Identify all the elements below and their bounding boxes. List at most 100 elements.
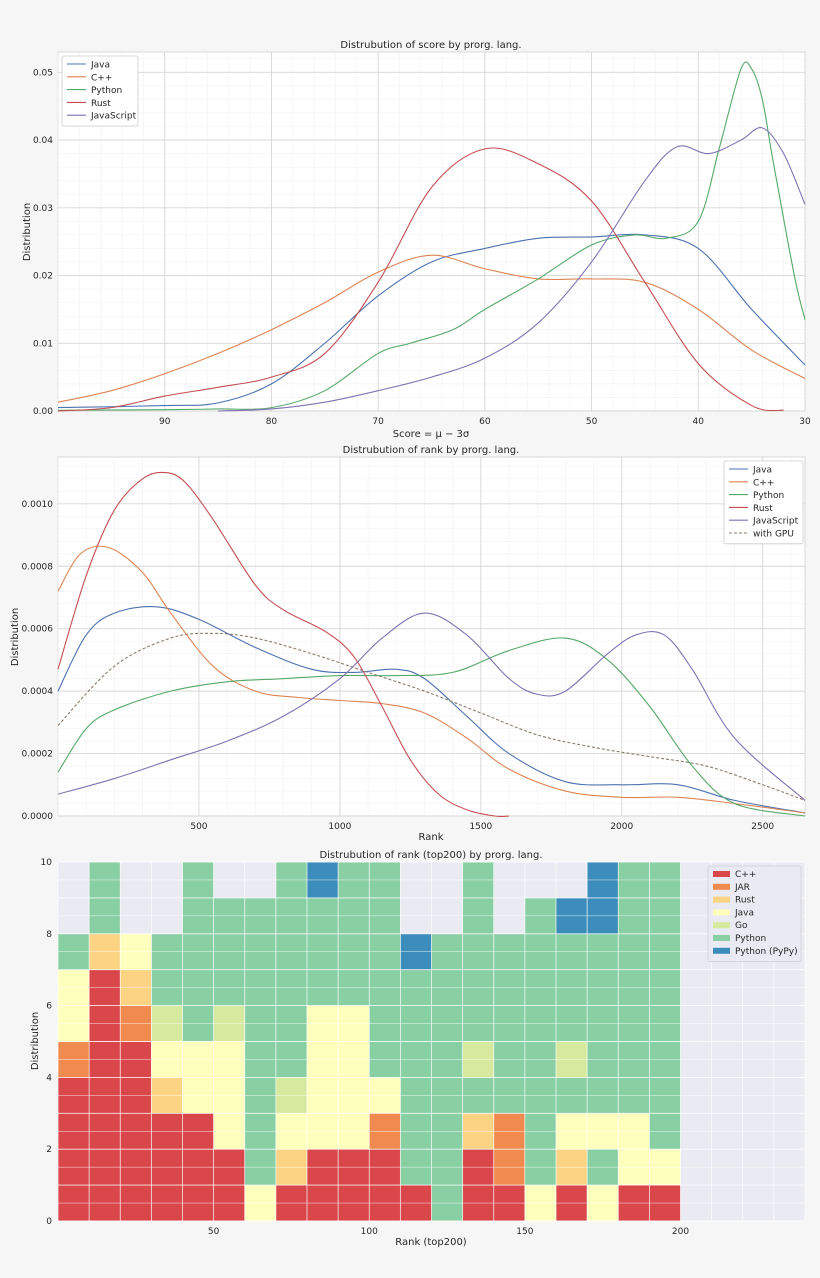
chart-score-x-ticks: 90 80 70 60 50 40 30: [159, 417, 811, 427]
legend-label: C++: [753, 478, 774, 488]
y-tick-label: 0.00: [33, 407, 53, 417]
legend-swatch: [713, 883, 730, 890]
legend-label: JavaScript: [90, 112, 137, 122]
series-line-rust: [57, 147, 784, 412]
series-line-python: [57, 61, 806, 411]
y-tick-label: 10: [41, 858, 53, 868]
legend-frame: [61, 55, 139, 127]
series-line-c-: [57, 254, 806, 403]
series-line-c-: [57, 545, 806, 814]
chart-top200-grid: [57, 861, 806, 1222]
legend-label: Java: [752, 466, 772, 476]
series-line-python: [57, 637, 806, 817]
y-tick-label: 0.0006: [22, 625, 54, 635]
series-line-java: [57, 233, 806, 409]
y-tick-label: 8: [46, 930, 52, 940]
legend-label: Rust: [91, 99, 111, 109]
chart-score-series: [57, 61, 806, 412]
chart-top200-legend: C++ JAR Rust Java Go Python Python (PyPy): [707, 865, 802, 962]
chart-score-y-ticks: 0.00 0.01 0.02 0.03 0.04 0.05: [33, 68, 53, 417]
legend-label: Rust: [735, 896, 755, 906]
legend-swatch: [713, 947, 730, 954]
series-line-java: [57, 606, 806, 814]
chart-top200-ylabel: Distribution: [30, 1012, 41, 1070]
x-tick-label: 1000: [328, 822, 351, 832]
x-tick-label: 2500: [751, 822, 774, 832]
chart-score-plot-area: [57, 51, 806, 412]
y-tick-label: 0.0002: [22, 750, 54, 760]
chart-rank-ylabel: Distribution: [10, 608, 21, 666]
y-tick-label: 0.0010: [22, 500, 54, 510]
chart-rank-y-ticks: 0.0000 0.0002 0.0004 0.0006 0.0008 0.0010: [22, 500, 54, 822]
legend-label: C++: [91, 73, 112, 83]
x-tick-label: 90: [159, 417, 171, 427]
legend-label: Python: [91, 86, 122, 96]
legend-swatch: [713, 935, 730, 941]
legend-label: Python: [753, 491, 784, 501]
y-tick-label: 4: [46, 1073, 52, 1083]
legend-frame: [707, 865, 802, 962]
chart-rank-xlabel: Rank: [419, 832, 444, 843]
chart-score-legend: Java C++ Python Rust JavaScript: [61, 55, 139, 127]
y-tick-label: 0: [46, 1217, 52, 1227]
x-tick-label: 40: [693, 417, 705, 427]
x-tick-label: 150: [516, 1227, 533, 1237]
x-tick-label: 200: [672, 1227, 689, 1237]
legend-swatch: [713, 922, 730, 929]
x-tick-label: 30: [799, 417, 811, 427]
chart-score-title: Distrubution of score by prorg. lang.: [340, 40, 521, 51]
legend-swatch: [713, 896, 730, 903]
y-tick-label: 0.05: [33, 68, 53, 78]
legend-label: JavaScript: [752, 517, 799, 527]
y-tick-label: 0.0004: [22, 687, 54, 697]
y-tick-label: 0.01: [33, 339, 53, 349]
y-tick-label: 0.03: [33, 204, 53, 214]
series-line-javascript: [218, 127, 806, 412]
chart-rank-x-ticks: 500 1000 1500 2000 2500: [190, 822, 774, 832]
legend-label: JAR: [734, 883, 750, 893]
chart-score-ylabel: Distribution: [22, 203, 33, 261]
chart-top200-x-ticks: 50 100 150 200: [208, 1227, 689, 1237]
chart-rank-title: Distrubution of rank by prorg. lang.: [343, 445, 520, 456]
y-tick-label: 0.0000: [22, 812, 54, 822]
legend-swatch: [713, 871, 730, 877]
x-tick-label: 1500: [469, 822, 492, 832]
legend-label: Java: [734, 908, 754, 918]
series-line-javascript: [57, 612, 806, 801]
x-tick-label: 70: [372, 417, 384, 427]
x-tick-label: 100: [361, 1227, 378, 1237]
y-tick-label: 6: [46, 1002, 52, 1012]
legend-label: Python (PyPy): [735, 947, 798, 957]
legend-label: Python: [735, 934, 766, 944]
legend-label: Rust: [753, 504, 773, 514]
x-tick-label: 50: [586, 417, 598, 427]
chart-rank-legend: Java C++ Python Rust JavaScript with GPU: [723, 460, 804, 545]
x-tick-label: 50: [208, 1227, 220, 1237]
y-tick-label: 0.0008: [22, 562, 54, 572]
y-tick-label: 2: [46, 1145, 52, 1155]
y-tick-label: 0.04: [33, 136, 53, 146]
legend-label: Go: [735, 921, 748, 931]
chart-rank-series: [57, 471, 806, 818]
chart-score: Distrubution of score by prorg. lang. 90…: [22, 40, 811, 440]
chart-score-grid: [58, 52, 806, 412]
chart-rank-plot-area: [57, 456, 806, 817]
series-line-rust: [57, 471, 510, 818]
legend-swatch: [713, 909, 730, 916]
chart-top200-y-ticks: 0 2 4 6 8 10: [41, 858, 53, 1227]
x-tick-label: 80: [266, 417, 278, 427]
x-tick-label: 500: [190, 822, 207, 832]
series-line-with-gpu: [57, 632, 806, 801]
legend-label: with GPU: [753, 530, 794, 540]
y-tick-label: 0.02: [33, 272, 53, 282]
chart-rank: Distrubution of rank by prorg. lang. 500…: [10, 445, 806, 843]
x-tick-label: 60: [479, 417, 491, 427]
legend-label: Java: [90, 61, 110, 71]
chart-top200-title: Distrubution of rank (top200) by prorg. …: [319, 850, 542, 861]
chart-top200-xlabel: Rank (top200): [395, 1237, 467, 1248]
chart-score-xlabel: Score = μ − 3σ: [393, 429, 470, 440]
legend-label: C++: [735, 870, 756, 880]
x-tick-label: 2000: [610, 822, 633, 832]
chart-top200: Distrubution of rank (top200) by prorg. …: [30, 850, 806, 1248]
